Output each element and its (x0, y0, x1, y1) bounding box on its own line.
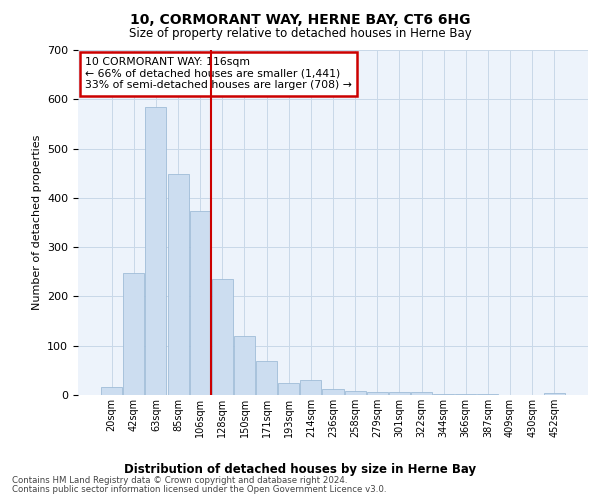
Bar (322, 388, 344, 395)
Bar (344, 390, 365, 395)
Text: 10 CORMORANT WAY: 116sqm
← 66% of detached houses are smaller (1,441)
33% of sem: 10 CORMORANT WAY: 116sqm ← 66% of detach… (85, 57, 352, 90)
Bar (212, 279, 233, 395)
Text: Distribution of detached houses by size in Herne Bay: Distribution of detached houses by size … (124, 462, 476, 475)
Bar (478, 394, 499, 395)
Bar (278, 383, 299, 395)
Bar (190, 211, 211, 395)
Bar (411, 392, 432, 395)
Bar (301, 380, 322, 395)
Bar (544, 392, 565, 395)
Bar (124, 274, 145, 395)
Bar (234, 336, 255, 395)
Bar (389, 392, 410, 395)
Text: Contains HM Land Registry data © Crown copyright and database right 2024.: Contains HM Land Registry data © Crown c… (12, 476, 347, 485)
Text: Size of property relative to detached houses in Herne Bay: Size of property relative to detached ho… (128, 28, 472, 40)
Bar (433, 394, 454, 395)
Bar (167, 174, 188, 395)
Bar (256, 362, 277, 395)
Bar (367, 392, 388, 395)
Bar (101, 387, 122, 395)
Text: 10, CORMORANT WAY, HERNE BAY, CT6 6HG: 10, CORMORANT WAY, HERNE BAY, CT6 6HG (130, 12, 470, 26)
Text: Contains public sector information licensed under the Open Government Licence v3: Contains public sector information licen… (12, 485, 386, 494)
Bar (455, 394, 476, 395)
Y-axis label: Number of detached properties: Number of detached properties (32, 135, 41, 310)
Bar (145, 106, 166, 395)
